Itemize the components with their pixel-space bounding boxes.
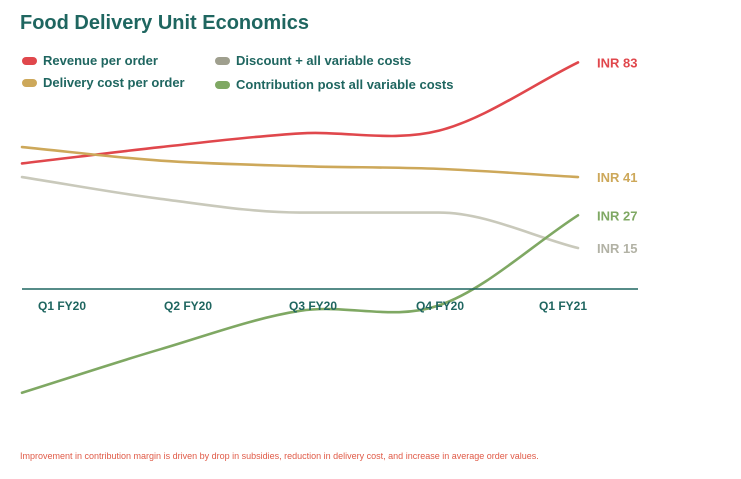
legend-item-discount: Discount + all variable costs — [215, 53, 411, 68]
end-value-label-1: INR 41 — [597, 170, 637, 185]
x-tick-label: Q4 FY20 — [416, 299, 464, 313]
end-value-label-0: INR 83 — [597, 55, 637, 70]
legend-swatch-delivery-cost — [22, 78, 37, 87]
legend-item-delivery-cost: Delivery cost per order — [22, 75, 185, 90]
legend-item-contribution: Contribution post all variable costs — [215, 77, 453, 92]
x-tick-label: Q2 FY20 — [164, 299, 212, 313]
end-value-label-3: INR 27 — [597, 208, 637, 223]
series-line-2 — [20, 175, 580, 250]
x-tick-label: Q3 FY20 — [289, 299, 337, 313]
series-line-1 — [20, 145, 580, 179]
end-value-label-2: INR 15 — [597, 241, 637, 256]
chart-title: Food Delivery Unit Economics — [20, 12, 309, 34]
footnote: Improvement in contribution margin is dr… — [20, 451, 539, 461]
legend-label-revenue: Revenue per order — [43, 53, 158, 68]
legend-label-discount: Discount + all variable costs — [236, 53, 412, 68]
legend-item-revenue: Revenue per order — [22, 53, 158, 68]
legend-swatch-discount — [215, 56, 230, 65]
series-line-0 — [20, 61, 580, 165]
series-line-3 — [20, 213, 580, 395]
legend-label-delivery-cost: Delivery cost per order — [43, 75, 185, 90]
legend-label-contribution: Contribution post all variable costs — [236, 77, 454, 92]
legend-swatch-contribution — [215, 80, 230, 89]
x-tick-label: Q1 FY21 — [539, 299, 587, 313]
legend-swatch-revenue — [22, 56, 37, 65]
x-tick-label: Q1 FY20 — [38, 299, 86, 313]
